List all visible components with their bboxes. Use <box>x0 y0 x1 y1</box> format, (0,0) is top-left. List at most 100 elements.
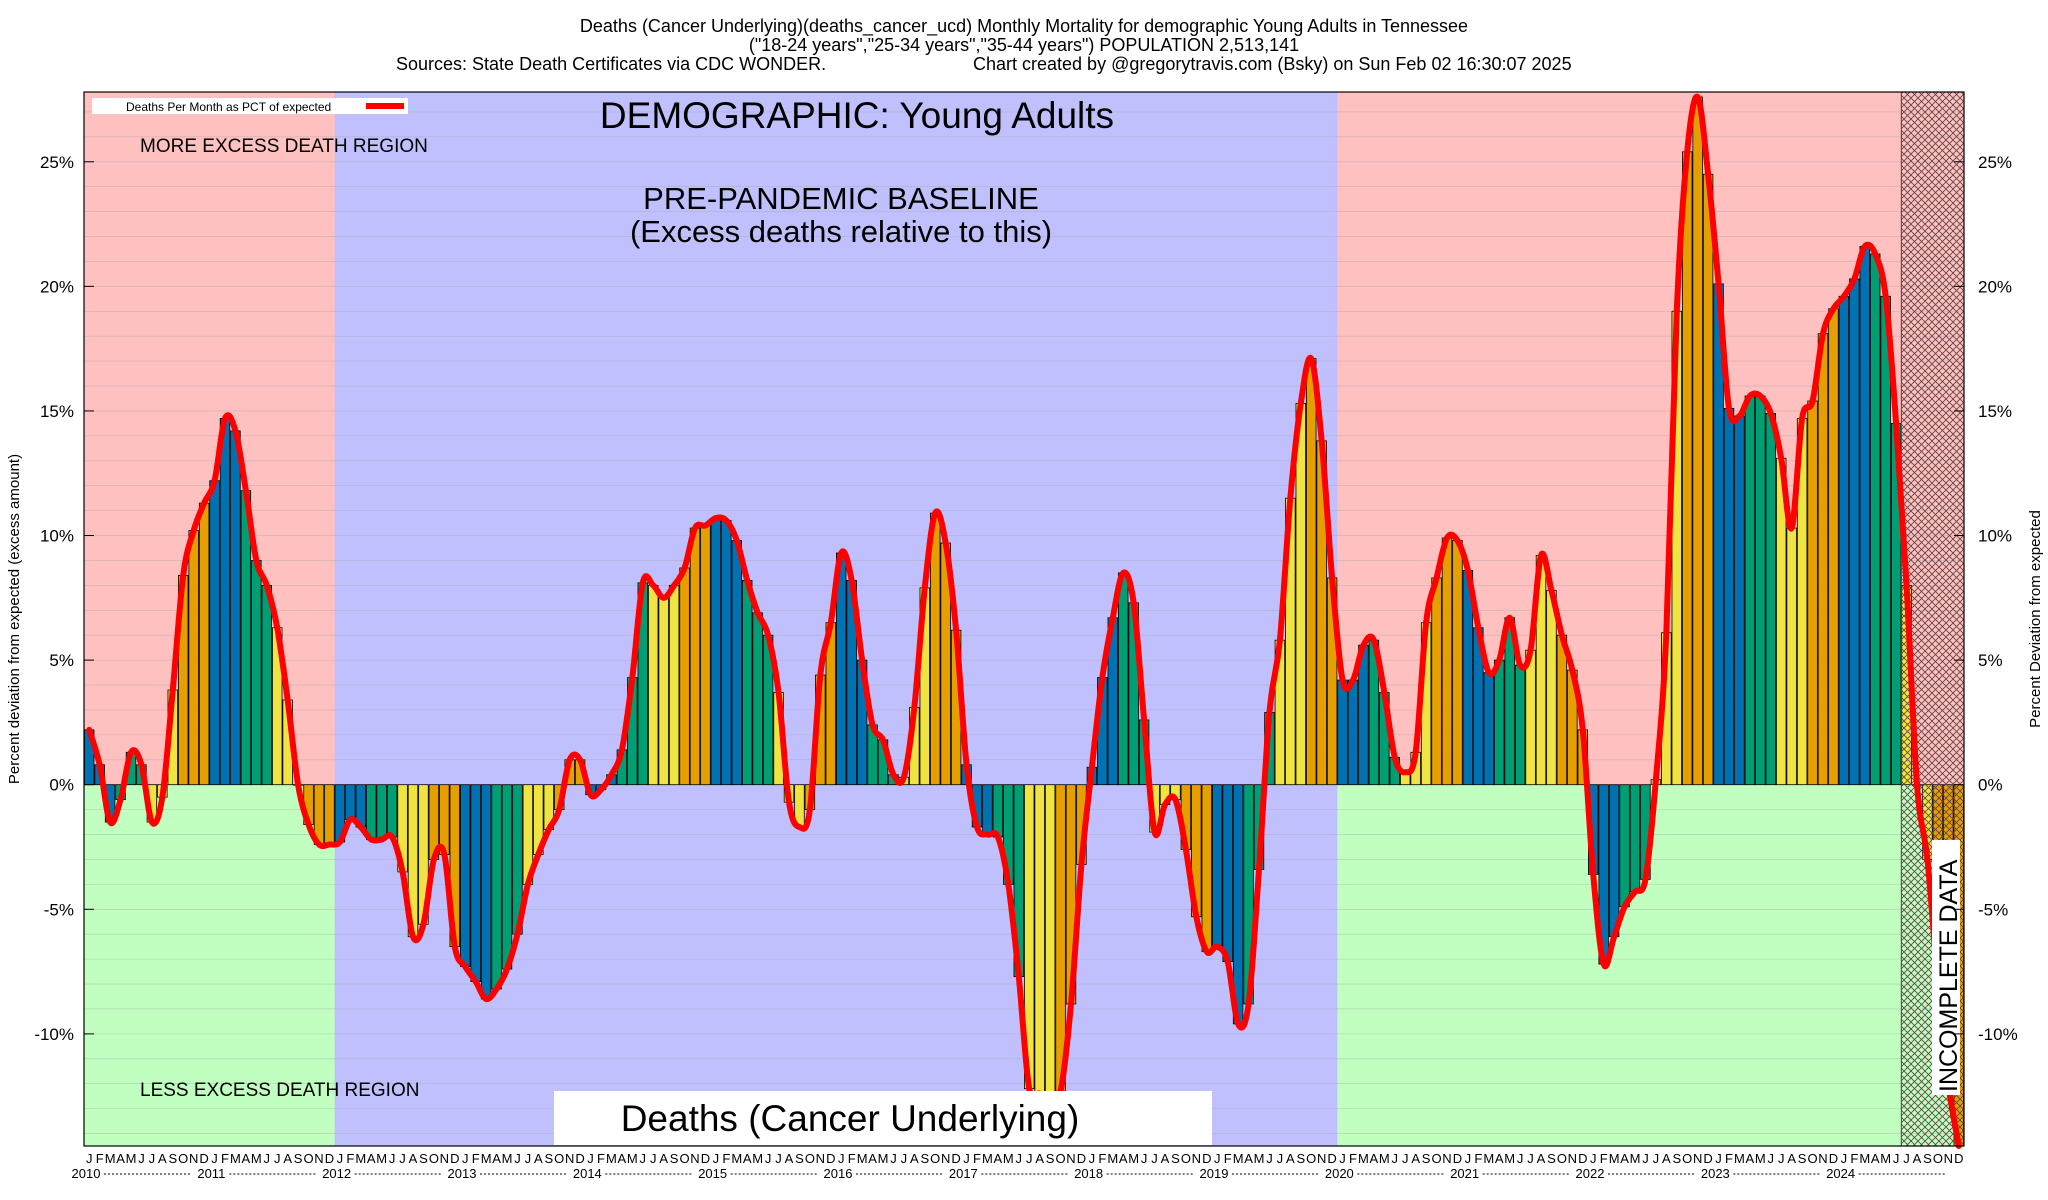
x-tick-month: A <box>1035 1151 1044 1166</box>
x-tick-month: J <box>1527 1151 1534 1166</box>
x-tick-month: J <box>1277 1151 1284 1166</box>
x-tick-year: 2013 <box>448 1166 477 1181</box>
x-tick-month: F <box>973 1151 981 1166</box>
bar-month <box>742 579 753 786</box>
bar-month <box>1817 333 1829 786</box>
x-tick-month: J <box>765 1151 772 1166</box>
x-tick-month: S <box>1422 1151 1431 1166</box>
x-tick-month: D <box>1578 1151 1587 1166</box>
bar-month <box>188 530 199 786</box>
x-tick-month: O <box>1682 1151 1692 1166</box>
x-tick-month: N <box>1818 1151 1827 1166</box>
bar-month <box>1494 659 1505 786</box>
bar-month <box>668 584 680 786</box>
y-tick-label-right: 5% <box>1978 651 2003 670</box>
x-tick-month: M <box>251 1151 262 1166</box>
x-tick-month: J <box>399 1151 406 1166</box>
x-tick-month: J <box>1768 1151 1775 1166</box>
x-tick-month: D <box>826 1151 835 1166</box>
x-tick-month: D <box>1954 1151 1963 1166</box>
chart-header-sources: Sources: State Death Certificates via CD… <box>396 54 826 74</box>
bar-month <box>1514 664 1526 786</box>
bar-month <box>689 527 701 786</box>
x-tick-month: M <box>502 1151 513 1166</box>
x-tick-month: J <box>211 1151 218 1166</box>
chart-header-line-1: Deaths (Cancer Underlying)(deaths_cancer… <box>580 16 1468 37</box>
x-tick-year: 2014 <box>573 1166 602 1181</box>
x-tick-month: D <box>951 1151 960 1166</box>
x-tick-month: F <box>848 1151 856 1166</box>
bar-month <box>992 784 1004 838</box>
x-tick-month: A <box>158 1151 167 1166</box>
x-tick-month: A <box>1871 1151 1880 1166</box>
x-tick-month: D <box>1703 1151 1712 1166</box>
x-tick-month: J <box>274 1151 281 1166</box>
x-tick-month: F <box>96 1151 104 1166</box>
x-tick-month: M <box>606 1151 617 1166</box>
y-tick-label-right: 15% <box>1978 402 2012 421</box>
deviation-line <box>86 93 1962 1149</box>
y-tick-label-left: 25% <box>40 153 74 172</box>
x-tick-year: 2024 <box>1826 1166 1855 1181</box>
x-tick-year: 2012 <box>322 1166 351 1181</box>
x-tick-month: M <box>1755 1151 1766 1166</box>
x-tick-month: O <box>1431 1151 1441 1166</box>
x-tick-month: S <box>294 1151 303 1166</box>
x-tick-month: J <box>1089 1151 1096 1166</box>
bar-month <box>1306 358 1317 786</box>
bar-month <box>710 517 722 786</box>
x-tick-month: J <box>1893 1151 1900 1166</box>
bar-month <box>1849 278 1860 786</box>
x-tick-year: 2022 <box>1576 1166 1605 1181</box>
x-tick-month: M <box>1630 1151 1641 1166</box>
x-tick-month: M <box>1107 1151 1118 1166</box>
x-tick-month: J <box>901 1151 908 1166</box>
x-tick-month: D <box>1327 1151 1336 1166</box>
x-tick-month: J <box>138 1151 145 1166</box>
bar-month <box>1222 784 1233 963</box>
x-tick-month: J <box>890 1151 897 1166</box>
incomplete-data-label-box <box>1932 840 1960 1095</box>
bar-month <box>1807 400 1818 786</box>
bar-month <box>731 540 742 786</box>
bar-month <box>1431 577 1442 786</box>
x-tick-month: J <box>1903 1151 1910 1166</box>
bar-month <box>261 584 272 786</box>
y-tick-label-left: 0% <box>49 776 74 795</box>
x-tick-month: D <box>575 1151 584 1166</box>
x-tick-month: J <box>1517 1151 1524 1166</box>
x-tick-month: J <box>525 1151 532 1166</box>
x-tick-month: M <box>376 1151 387 1166</box>
x-tick-month: A <box>743 1151 752 1166</box>
x-tick-month: N <box>816 1151 825 1166</box>
x-tick-month: A <box>242 1151 251 1166</box>
x-tick-month: M <box>1483 1151 1494 1166</box>
x-tick-month: S <box>795 1151 804 1166</box>
x-tick-month: A <box>1746 1151 1755 1166</box>
x-tick-month: A <box>1620 1151 1629 1166</box>
bar-month <box>1483 672 1494 786</box>
bar-month <box>1859 246 1870 786</box>
bar-month <box>982 784 993 835</box>
bar-month <box>1619 784 1630 908</box>
bar-month <box>752 612 763 786</box>
x-tick-month: J <box>775 1151 782 1166</box>
x-tick-month: F <box>1600 1151 1608 1166</box>
x-tick-month: D <box>1077 1151 1086 1166</box>
x-tick-month: O <box>1933 1151 1943 1166</box>
x-tick-month: A <box>409 1151 418 1166</box>
x-tick-month: M <box>1254 1151 1265 1166</box>
bar-month <box>1786 527 1797 786</box>
bar-month <box>345 784 356 820</box>
bar-month <box>480 784 492 1000</box>
x-tick-month: N <box>1192 1151 1201 1166</box>
bar-month <box>1880 295 1891 786</box>
x-tick-month: F <box>472 1151 480 1166</box>
bar-month <box>209 480 220 786</box>
x-tick-month: O <box>554 1151 564 1166</box>
bar-month <box>658 597 669 786</box>
x-tick-month: A <box>785 1151 794 1166</box>
x-tick-month: S <box>1923 1151 1932 1166</box>
bar-month <box>930 512 941 786</box>
x-tick-month: D <box>450 1151 459 1166</box>
